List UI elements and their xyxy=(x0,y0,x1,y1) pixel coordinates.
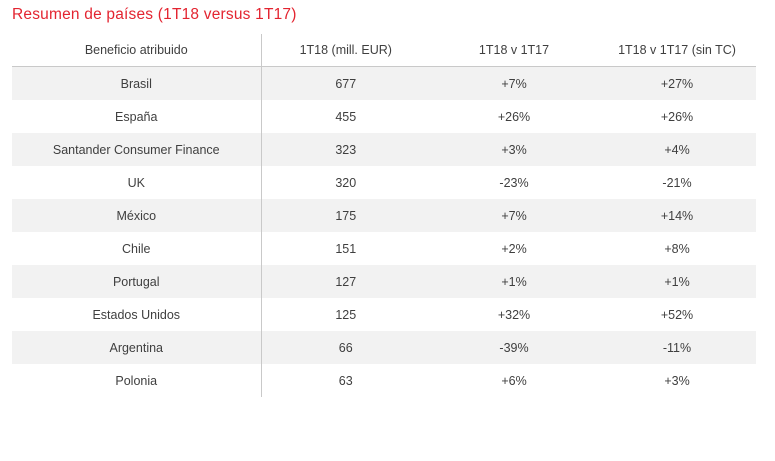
page-title: Resumen de países (1T18 versus 1T17) xyxy=(12,6,297,23)
col-header-1t18-v-1t17: 1T18 v 1T17 xyxy=(430,34,598,67)
slide: Resumen de países (1T18 versus 1T17) Ben… xyxy=(12,6,756,397)
profit-cell: 63 xyxy=(260,364,430,397)
profit-cell: 323 xyxy=(260,133,430,166)
country-cell: Argentina xyxy=(109,340,163,355)
profit-cell: 175 xyxy=(260,199,430,232)
table-row-polonia: Polonia 63 +6% +3% xyxy=(12,364,756,397)
yoy-sin-tc-cell: +1% xyxy=(664,274,690,289)
countries-table: Beneficio atribuido 1T18 (mill. EUR) 1T1… xyxy=(12,34,756,397)
yoy-sin-tc-cell: +27% xyxy=(660,76,694,91)
table-row-uk: UK 320 -23% -21% xyxy=(12,166,756,199)
country-cell: México xyxy=(116,208,157,223)
yoy-cell: +2% xyxy=(501,241,527,256)
table-row-estados-unidos: Estados Unidos 125 +32% +52% xyxy=(12,298,756,331)
yoy-cell: +32% xyxy=(497,307,531,322)
yoy-sin-tc-cell: +26% xyxy=(660,109,694,124)
country-cell: Portugal xyxy=(112,274,160,289)
col-header-1t18-mill-eur: 1T18 (mill. EUR) xyxy=(260,34,430,67)
yoy-cell: -23% xyxy=(499,175,529,190)
country-cell: Chile xyxy=(122,241,151,256)
yoy-sin-tc-cell: +14% xyxy=(660,208,694,223)
profit-cell: 677 xyxy=(260,66,430,100)
yoy-cell: +6% xyxy=(501,373,527,388)
yoy-sin-tc-cell: +52% xyxy=(660,307,694,322)
yoy-sin-tc-cell: +8% xyxy=(664,241,690,256)
country-cell: Brasil xyxy=(120,76,152,91)
yoy-cell: +3% xyxy=(501,142,527,157)
yoy-sin-tc-cell: -11% xyxy=(662,340,692,355)
yoy-sin-tc-cell: +3% xyxy=(664,373,690,388)
header-row: Beneficio atribuido 1T18 (mill. EUR) 1T1… xyxy=(12,34,756,67)
col-header-beneficio-atribuido: Beneficio atribuido xyxy=(12,34,261,67)
country-cell: Santander Consumer Finance xyxy=(52,142,220,157)
profit-cell: 66 xyxy=(260,331,430,364)
yoy-cell: +1% xyxy=(501,274,527,289)
yoy-cell: -39% xyxy=(499,340,529,355)
yoy-cell: +7% xyxy=(501,76,527,91)
country-cell: UK xyxy=(127,175,145,190)
profit-cell: 320 xyxy=(260,166,430,199)
table-row-mexico: México 175 +7% +14% xyxy=(12,199,756,232)
table-row-argentina: Argentina 66 -39% -11% xyxy=(12,331,756,364)
country-cell: Estados Unidos xyxy=(92,307,181,322)
col-header-1t18-v-1t17-sin-tc: 1T18 v 1T17 (sin TC) xyxy=(598,34,756,67)
country-cell: España xyxy=(115,109,158,124)
table-row-brasil: Brasil 677 +7% +27% xyxy=(12,66,756,100)
yoy-sin-tc-cell: -21% xyxy=(662,175,692,190)
table-row-chile: Chile 151 +2% +8% xyxy=(12,232,756,265)
profit-cell: 125 xyxy=(260,298,430,331)
yoy-cell: +7% xyxy=(501,208,527,223)
country-cell: Polonia xyxy=(115,373,158,388)
table-row-santander-consumer-finance: Santander Consumer Finance 323 +3% +4% xyxy=(12,133,756,166)
table-row-espana: España 455 +26% +26% xyxy=(12,100,756,133)
table-row-portugal: Portugal 127 +1% +1% xyxy=(12,265,756,298)
yoy-sin-tc-cell: +4% xyxy=(664,142,690,157)
profit-cell: 127 xyxy=(260,265,430,298)
yoy-cell: +26% xyxy=(497,109,531,124)
profit-cell: 455 xyxy=(260,100,430,133)
profit-cell: 151 xyxy=(260,232,430,265)
